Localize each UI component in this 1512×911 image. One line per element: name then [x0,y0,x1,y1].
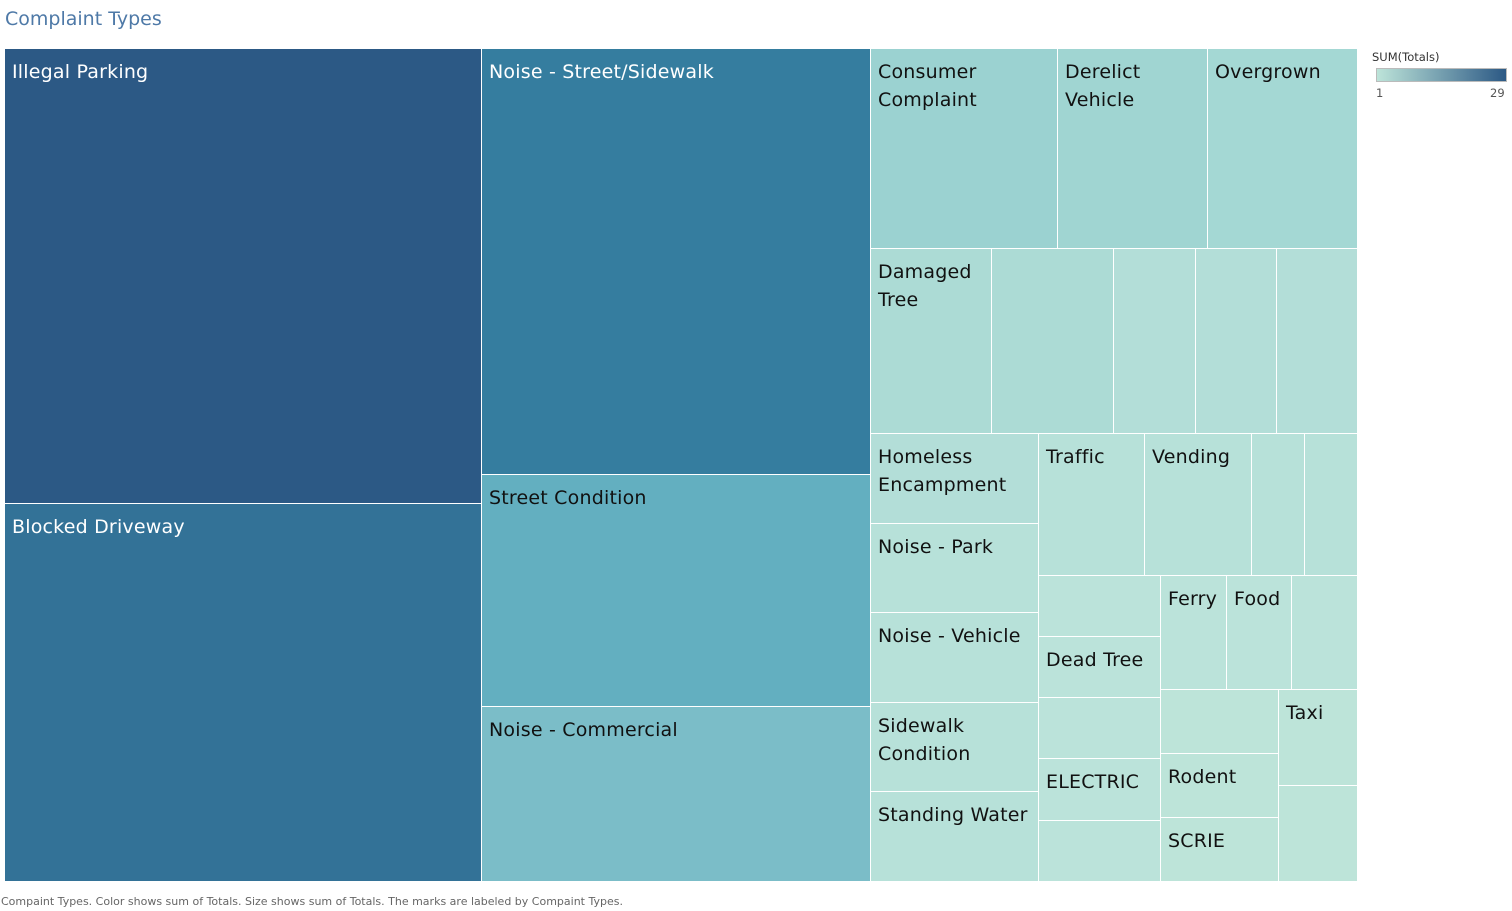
treemap-cell-unlabeled-12[interactable] [1277,249,1358,434]
treemap-cell-label: Blocked Driveway [12,516,185,538]
treemap-cell-unlabeled-24[interactable] [1039,698,1161,759]
treemap-cell-label: Noise - Commercial [489,719,678,741]
caption-footnote: Compaint Types. Color shows sum of Total… [1,895,623,908]
legend-min-label: 1 [1376,86,1384,100]
treemap-cell-electric[interactable]: ELECTRIC [1039,759,1161,821]
chart-title: Complaint Types [5,8,162,30]
treemap-cell-label: Illegal Parking [12,61,149,83]
treemap-cell-label: Dead Tree [1046,649,1144,671]
treemap-cell-traffic[interactable]: Traffic [1039,434,1145,576]
treemap-cell-standing-water[interactable]: Standing Water [871,792,1039,882]
treemap-cell-label: Homeless Encampment [878,446,1007,496]
treemap-cell-unlabeled-11[interactable] [1196,249,1277,434]
treemap-cell-sidewalk-condition[interactable]: Sidewalk Condition [871,703,1039,792]
treemap-cell-unlabeled-20[interactable] [1252,434,1305,576]
treemap-cell-unlabeled-29[interactable] [1292,576,1358,690]
treemap-cell-label: Sidewalk Condition [878,715,971,765]
treemap-cell-label: SCRIE [1168,830,1226,852]
treemap-cell-taxi[interactable]: Taxi [1279,690,1358,786]
treemap-cell-label: Noise - Street/Sidewalk [489,61,714,83]
treemap-cell-label: Overgrown [1215,61,1321,83]
treemap-cell-label: Damaged Tree [878,261,972,311]
treemap-cell-food[interactable]: Food [1227,576,1292,690]
treemap-cell-unlabeled-26[interactable] [1039,821,1161,882]
treemap-cell-unlabeled-10[interactable] [1114,249,1196,434]
treemap-cell-label: Standing Water [878,804,1028,826]
treemap-cell-noise-vehicle[interactable]: Noise - Vehicle [871,613,1039,703]
treemap-cell-unlabeled-30[interactable] [1161,690,1279,754]
treemap-cell-ferry[interactable]: Ferry [1161,576,1227,690]
treemap-cell-unlabeled-34[interactable] [1279,786,1358,882]
treemap-cell-label: Noise - Park [878,536,994,558]
legend-max-label: 29 [1490,86,1505,100]
treemap-cell-consumer-complaint[interactable]: Consumer Complaint [871,49,1058,249]
treemap-cell-vending[interactable]: Vending [1145,434,1252,576]
treemap-cell-derelict-vehicle[interactable]: Derelict Vehicle [1058,49,1208,249]
treemap-cell-damaged-tree[interactable]: Damaged Tree [871,249,992,434]
treemap-cell-scrie[interactable]: SCRIE [1161,818,1279,882]
treemap-cell-label: Consumer Complaint [878,61,977,111]
treemap-cell-dead-tree[interactable]: Dead Tree [1039,637,1161,698]
treemap-cell-noise-street-sidewalk[interactable]: Noise - Street/Sidewalk [482,49,871,475]
treemap-cell-unlabeled-21[interactable] [1305,434,1358,576]
treemap-cell-illegal-parking[interactable]: Illegal Parking [5,49,482,504]
treemap-cell-unlabeled-22[interactable] [1039,576,1161,637]
treemap-cell-noise-park[interactable]: Noise - Park [871,524,1039,613]
treemap-cell-label: ELECTRIC [1046,771,1140,793]
treemap-cell-label: Food [1234,588,1281,610]
treemap-cell-label: Rodent [1168,766,1237,788]
treemap-cell-label: Derelict Vehicle [1065,61,1141,111]
treemap-cell-blocked-driveway[interactable]: Blocked Driveway [5,504,482,882]
treemap-cell-label: Noise - Vehicle [878,625,1021,647]
treemap-cell-label: Taxi [1286,702,1324,724]
treemap-cell-label: Street Condition [489,487,647,509]
treemap-cell-unlabeled-9[interactable] [992,249,1114,434]
treemap-cell-label: Traffic [1046,446,1105,468]
treemap-cell-label: Ferry [1168,588,1218,610]
treemap-cell-label: Vending [1152,446,1231,468]
legend-title: SUM(Totals) [1372,50,1440,64]
legend-color-ramp [1376,68,1507,82]
treemap-cell-noise-commercial[interactable]: Noise - Commercial [482,707,871,882]
treemap-cell-homeless-encampment[interactable]: Homeless Encampment [871,434,1039,524]
treemap-cell-overgrown[interactable]: Overgrown [1208,49,1358,249]
treemap-cell-rodent[interactable]: Rodent [1161,754,1279,818]
treemap-cell-street-condition[interactable]: Street Condition [482,475,871,707]
